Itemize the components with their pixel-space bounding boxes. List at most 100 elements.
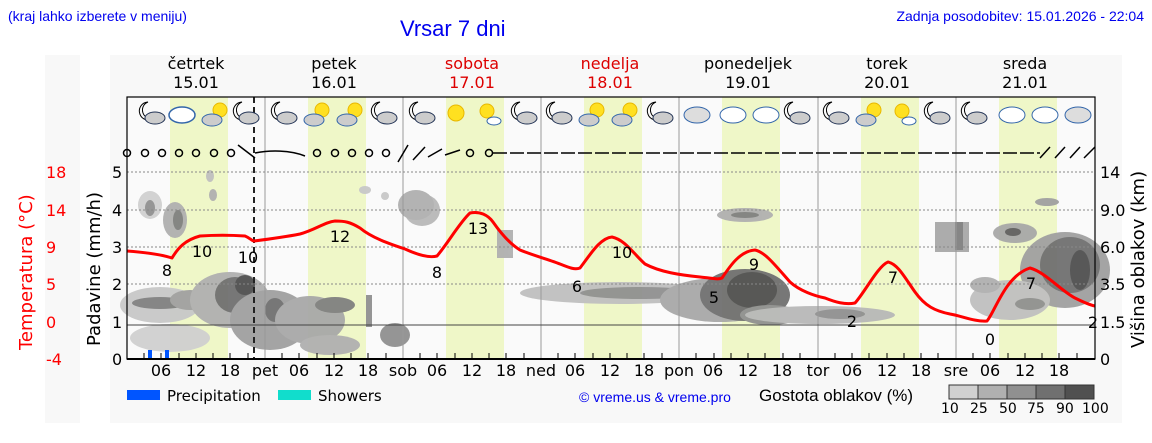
precip-tick: 2 <box>112 275 123 294</box>
svg-text:9: 9 <box>749 255 759 274</box>
temp-tick: 0 <box>46 313 57 332</box>
cloud-height-tick: 9.0 <box>1100 201 1126 220</box>
moon-cloud-icon <box>270 101 298 125</box>
precip-tick: 4 <box>112 201 123 220</box>
cloud-density-label: Gostota oblakov (%) <box>759 386 914 405</box>
x-tick: tor <box>806 361 830 380</box>
moon-cloud-icon <box>822 101 850 125</box>
cloud-height-tick: 1.5 <box>1100 313 1126 332</box>
x-tick: 12 <box>185 361 207 380</box>
density-tick: 100 <box>1082 401 1109 417</box>
x-tick: 06 <box>564 361 586 380</box>
density-tick: 10 <box>941 401 959 417</box>
temp-axis-panel <box>45 55 80 423</box>
day-header: petek 16.01 <box>311 54 357 92</box>
x-tick: 18 <box>633 361 655 380</box>
sun-cloud-icon <box>303 102 330 127</box>
moon-cloud-icon <box>545 101 573 125</box>
cloudy-icon <box>752 106 780 124</box>
x-tick: pon <box>663 361 695 380</box>
x-tick: sre <box>943 361 969 380</box>
density-tick: 50 <box>999 401 1017 417</box>
svg-text:2: 2 <box>847 312 857 331</box>
moon-cloud-icon <box>923 101 951 125</box>
x-tick: 18 <box>219 361 241 380</box>
x-tick: 18 <box>357 361 379 380</box>
temp-tick: 9 <box>46 238 57 257</box>
x-tick: ned <box>525 361 557 380</box>
x-tick: 12 <box>1014 361 1036 380</box>
day-header: nedelja 18.01 <box>580 54 640 92</box>
svg-text:10: 10 <box>238 248 258 267</box>
x-tick: sob <box>388 361 418 380</box>
svg-text:8: 8 <box>162 261 172 280</box>
svg-text:6: 6 <box>572 277 582 296</box>
sun-cloud-icon <box>611 102 638 127</box>
cloud-height-tick: 6.0 <box>1100 238 1126 257</box>
moon-cloud-icon <box>370 101 398 125</box>
precip-tick: 3 <box>112 238 123 257</box>
x-tick: 06 <box>841 361 863 380</box>
legend-showers: Showers <box>318 387 382 405</box>
sun-icon <box>447 104 465 122</box>
region-hint-link[interactable]: (kraj lahko izberete v meniju) <box>8 8 187 24</box>
x-tick: 06 <box>288 361 310 380</box>
cloudy-icon <box>719 106 747 124</box>
weather-icons-row <box>138 101 1092 127</box>
cloud-height-tick: 3.5 <box>1100 275 1126 294</box>
moon-cloud-icon <box>783 101 811 125</box>
x-tick: 18 <box>495 361 517 380</box>
moon-cloud-icon <box>960 101 988 125</box>
day-header: sreda 21.01 <box>1002 54 1048 92</box>
density-tick: 90 <box>1056 401 1074 417</box>
sun-cloud-icon <box>578 102 605 127</box>
svg-text:0: 0 <box>985 330 995 349</box>
last-update: Zadnja posodobitev: 15.01.2026 - 22:04 <box>896 8 1144 24</box>
svg-text:10: 10 <box>192 242 212 261</box>
showers-swatch <box>278 390 311 400</box>
temp-tick: 14 <box>46 201 67 220</box>
x-tick: 12 <box>599 361 621 380</box>
legend-precipitation: Precipitation <box>167 387 261 405</box>
cloudy-icon <box>1064 106 1092 124</box>
day-header: ponedeljek 19.01 <box>704 54 792 92</box>
cloudy-icon <box>683 106 711 124</box>
svg-text:13: 13 <box>468 219 488 238</box>
precip-tick: 0 <box>112 350 123 369</box>
moon-cloud-icon <box>138 101 166 125</box>
cloud-height-axis-label: Višina oblakov (km) <box>1128 170 1149 348</box>
x-tick: 06 <box>979 361 1001 380</box>
temp-tick: 18 <box>46 163 67 182</box>
cloudy-icon <box>998 106 1026 124</box>
svg-text:7: 7 <box>888 268 898 287</box>
cloud-density-scale <box>948 384 1095 400</box>
precip-axis-label: Padavine (mm/h) <box>84 192 105 346</box>
moon-cloud-icon <box>232 101 260 125</box>
precipitation-bars <box>148 350 169 359</box>
sun-small-cloud-icon <box>894 103 917 126</box>
x-tick: 12 <box>323 361 345 380</box>
x-tick: 18 <box>771 361 793 380</box>
credit-link[interactable]: © vreme.us & vreme.pro <box>579 389 731 405</box>
temperature-curve <box>126 211 1096 323</box>
page-title: Vrsar 7 dni <box>400 16 506 41</box>
cloud-icon <box>168 106 196 124</box>
density-tick: 25 <box>970 401 988 417</box>
svg-text:12: 12 <box>330 227 350 246</box>
x-tick: 06 <box>702 361 724 380</box>
day-header: četrtek 15.01 <box>167 54 225 92</box>
sun-small-cloud-icon <box>479 103 502 126</box>
temp-tick: -4 <box>46 350 62 369</box>
sun-cloud-icon <box>855 102 882 127</box>
x-tick: 06 <box>426 361 448 380</box>
cloud-height-tick: 14 <box>1100 163 1121 182</box>
moon-cloud-icon <box>408 101 436 125</box>
cloudy-icon <box>1031 106 1059 124</box>
temperature-labels: 8 10 10 12 8 13 6 10 5 9 2 7 0 7 2 <box>162 219 1098 349</box>
x-tick: 12 <box>461 361 483 380</box>
svg-text:5: 5 <box>709 288 719 307</box>
svg-text:7: 7 <box>1026 274 1036 293</box>
cloud-height-tick: 0 <box>1100 350 1111 369</box>
density-tick: 75 <box>1027 401 1045 417</box>
